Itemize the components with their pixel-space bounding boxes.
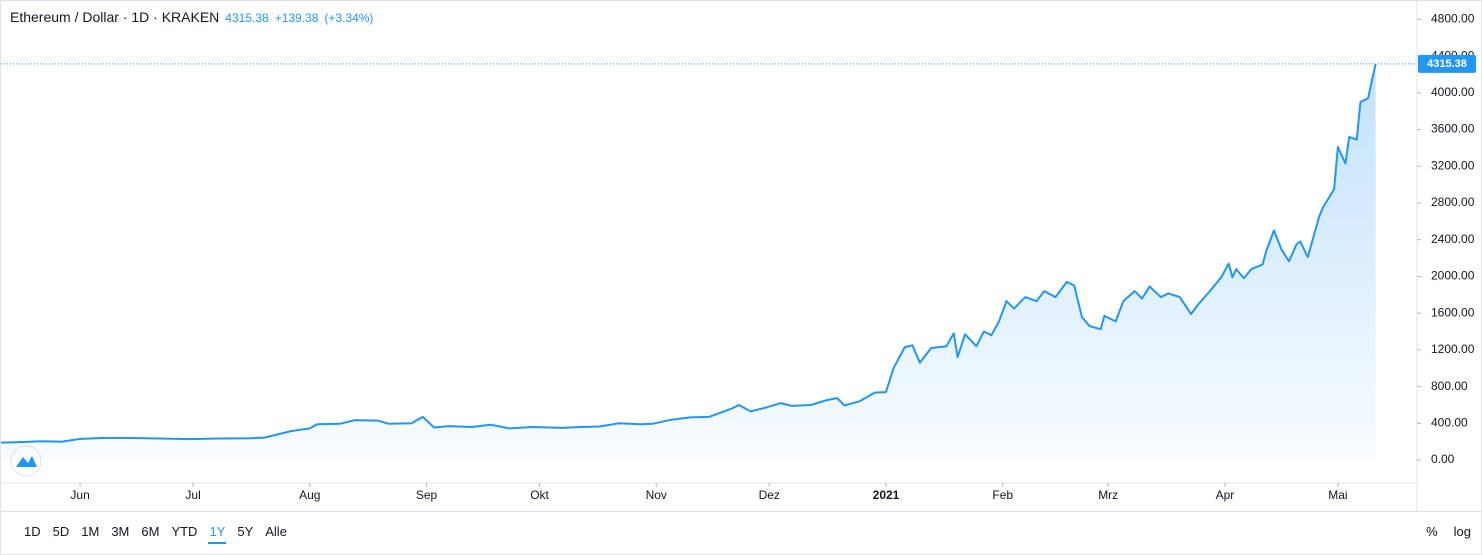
symbol-title: Ethereum / Dollar · 1D · KRAKEN (10, 9, 220, 25)
last-price: 4315.38 (225, 11, 269, 25)
percent-button[interactable]: % (1426, 524, 1438, 539)
last-price-box (1418, 54, 1476, 73)
price-change: +139.38 (274, 11, 319, 25)
x-tick-label: Apr (1216, 488, 1235, 502)
toolbar: 1D 5D 1M 3M 6M YTD 1Y 5Y Alle % log (1, 511, 1481, 555)
x-tick-label: Mai (1328, 488, 1347, 502)
range-button[interactable]: 1Y (203, 524, 231, 544)
range-button[interactable]: 1D (24, 524, 41, 539)
price-change-percent: (+3.34%) (324, 11, 374, 25)
range-button[interactable]: 6M (141, 524, 160, 539)
y-tick-label: 400.00 (1431, 415, 1468, 429)
range-button[interactable]: Alle (265, 524, 287, 539)
range-button[interactable]: 3M (111, 524, 130, 539)
y-tick-label: 1200.00 (1431, 342, 1475, 356)
range-button[interactable]: 5Y (237, 524, 254, 539)
x-tick-label: Okt (530, 488, 549, 502)
x-tick-label: Jul (185, 488, 200, 502)
y-tick-label: 800.00 (1431, 379, 1468, 393)
last-price-label: 4315.38 (1427, 58, 1467, 70)
chart: 0.00 400.00 800.00 1200.00 1600.00 2000.00 240… (1, 1, 1476, 511)
y-tick-label: 2000.00 (1431, 269, 1475, 283)
range-buttons: 1D 5D 1M 3M 6M YTD 1Y 5Y Alle (18, 524, 293, 544)
x-tick-label: Jun (70, 488, 89, 502)
x-tick-label: 2021 (873, 488, 900, 502)
x-tick-label: Nov (646, 488, 667, 502)
price-line (1, 63, 1377, 444)
y-tick-label: 3200.00 (1431, 158, 1475, 172)
y-tick-label: 3600.00 (1431, 122, 1475, 136)
x-tick-label: Dez (759, 488, 780, 502)
x-tick-label: Aug (299, 488, 320, 502)
y-tick-label: 0.00 (1431, 452, 1455, 466)
y-tick-label: 4000.00 (1431, 85, 1475, 99)
range-button[interactable]: 5D (52, 524, 70, 539)
area-fill (1, 63, 1376, 461)
y-tick-label: 2800.00 (1431, 195, 1475, 209)
x-tick-label: Mrz (1098, 488, 1118, 502)
x-tick-label: Feb (992, 488, 1013, 502)
y-tick-label: 2400.00 (1431, 232, 1475, 246)
scale-buttons: % log (1426, 524, 1471, 539)
range-button[interactable]: YTD (171, 524, 198, 539)
log-button[interactable]: log (1453, 524, 1471, 539)
x-tick-label: Sep (416, 488, 438, 502)
y-tick-label: 1600.00 (1431, 305, 1475, 319)
y-tick-label: 4800.00 (1431, 12, 1475, 26)
range-button[interactable]: 1M (81, 524, 100, 539)
header: Ethereum / Dollar · 1D · KRAKEN 4315.38 … (10, 9, 373, 25)
